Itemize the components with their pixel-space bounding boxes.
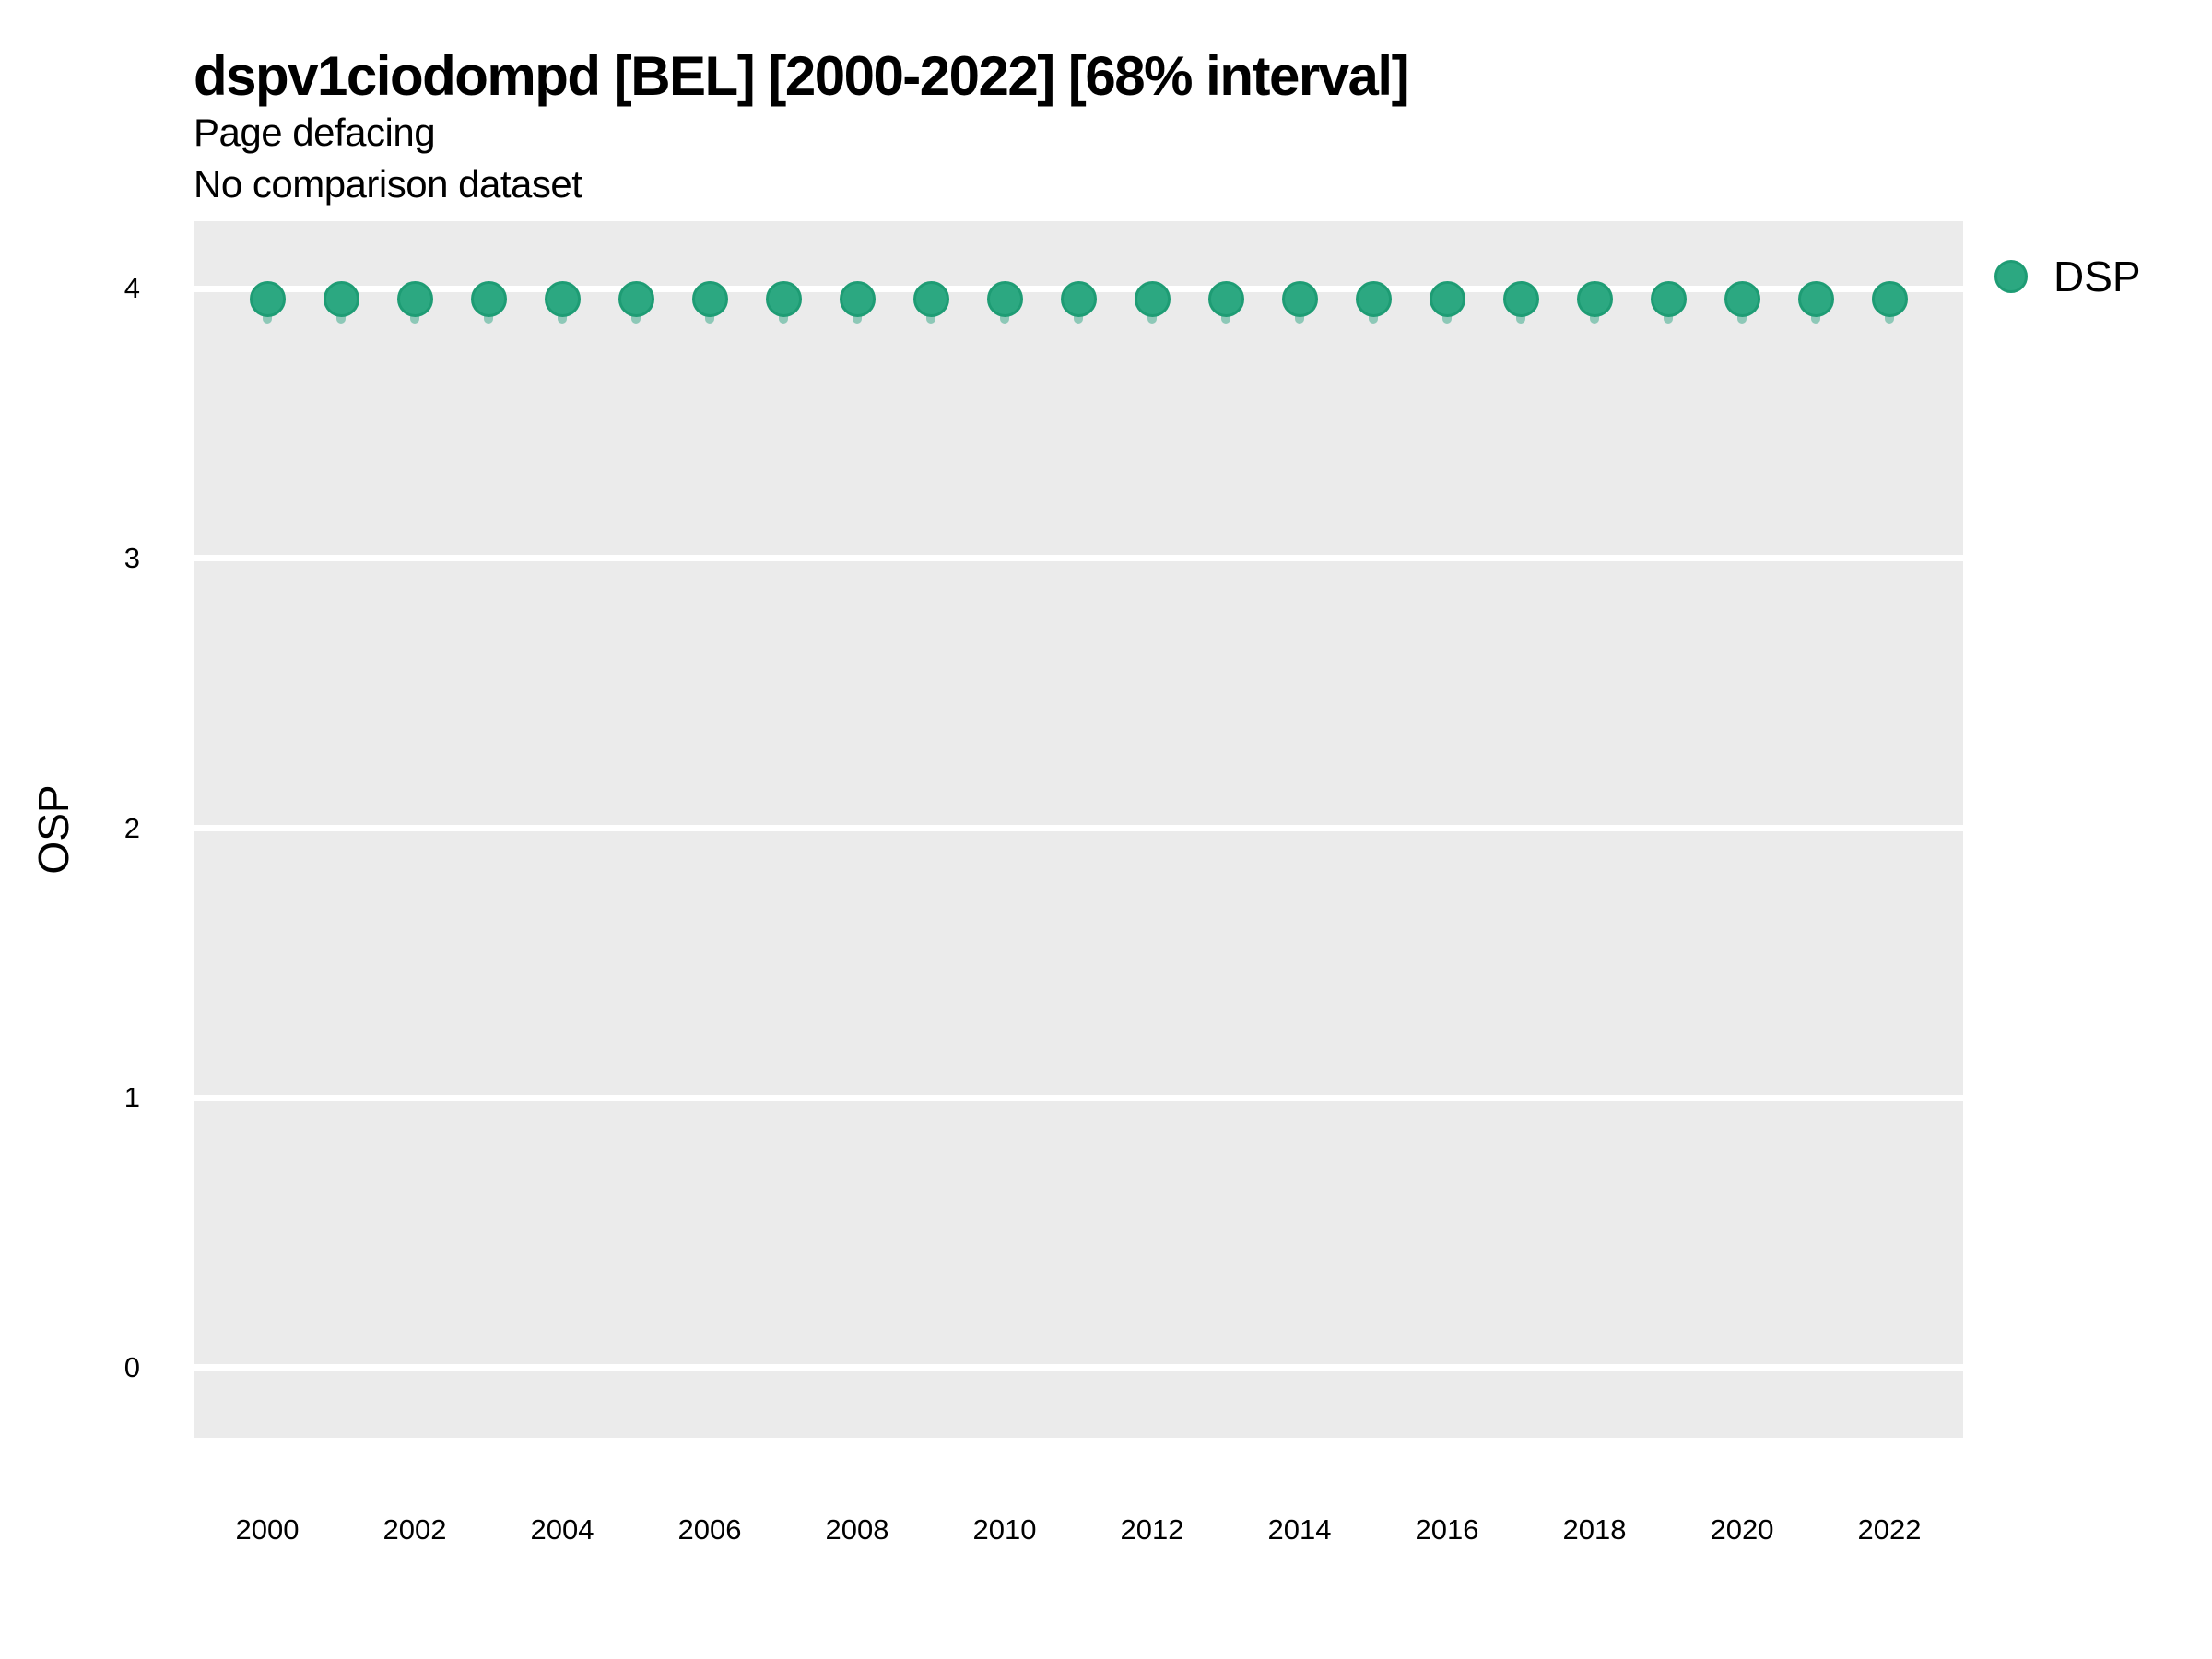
data-point bbox=[1797, 281, 1834, 318]
data-point bbox=[986, 281, 1023, 318]
data-point bbox=[1650, 281, 1687, 318]
x-tick-label-2014: 2014 bbox=[1267, 1513, 1332, 1546]
chart-note: No comparison dataset bbox=[194, 162, 582, 206]
data-point bbox=[618, 281, 654, 318]
y-tick-label-2: 2 bbox=[124, 811, 140, 844]
x-tick-label-2012: 2012 bbox=[1120, 1513, 1184, 1546]
x-tick-label-2018: 2018 bbox=[1562, 1513, 1627, 1546]
y-tick-label-1: 1 bbox=[124, 1081, 140, 1114]
plot-panel bbox=[194, 221, 1963, 1438]
gridline-y-1 bbox=[194, 1094, 1963, 1101]
data-point bbox=[912, 281, 949, 318]
data-point bbox=[1502, 281, 1539, 318]
data-point bbox=[249, 281, 286, 318]
data-point bbox=[470, 281, 507, 318]
chart-title: dspv1ciodompd [BEL] [2000-2022] [68% int… bbox=[194, 45, 1410, 107]
data-point bbox=[1871, 281, 1908, 318]
data-point bbox=[691, 281, 728, 318]
data-point bbox=[1724, 281, 1760, 318]
chart-subtitle: Page defacing bbox=[194, 111, 436, 154]
x-tick-label-2006: 2006 bbox=[677, 1513, 742, 1546]
data-point bbox=[396, 281, 433, 318]
x-tick-label-2002: 2002 bbox=[382, 1513, 447, 1546]
x-tick-label-2000: 2000 bbox=[235, 1513, 300, 1546]
y-tick-label-3: 3 bbox=[124, 541, 140, 574]
gridline-y-0 bbox=[194, 1364, 1963, 1371]
data-point bbox=[323, 281, 359, 318]
data-point bbox=[1060, 281, 1097, 318]
gridline-y-2 bbox=[194, 825, 1963, 832]
legend-marker-dot bbox=[1994, 260, 2028, 293]
data-point bbox=[839, 281, 876, 318]
gridline-y-3 bbox=[194, 555, 1963, 562]
y-tick-label-0: 0 bbox=[124, 1350, 140, 1383]
x-tick-label-2022: 2022 bbox=[1857, 1513, 1922, 1546]
x-tick-label-2016: 2016 bbox=[1415, 1513, 1479, 1546]
data-point bbox=[1429, 281, 1465, 318]
data-point bbox=[1134, 281, 1171, 318]
data-point bbox=[1281, 281, 1318, 318]
x-tick-label-2004: 2004 bbox=[530, 1513, 594, 1546]
data-point bbox=[544, 281, 581, 318]
y-tick-label-4: 4 bbox=[124, 272, 140, 305]
data-point bbox=[1355, 281, 1392, 318]
x-tick-label-2010: 2010 bbox=[972, 1513, 1037, 1546]
data-point bbox=[1576, 281, 1613, 318]
data-point bbox=[765, 281, 802, 318]
legend-label: DSP bbox=[2053, 253, 2141, 300]
x-tick-label-2020: 2020 bbox=[1710, 1513, 1774, 1546]
data-point bbox=[1207, 281, 1244, 318]
x-tick-label-2008: 2008 bbox=[825, 1513, 889, 1546]
